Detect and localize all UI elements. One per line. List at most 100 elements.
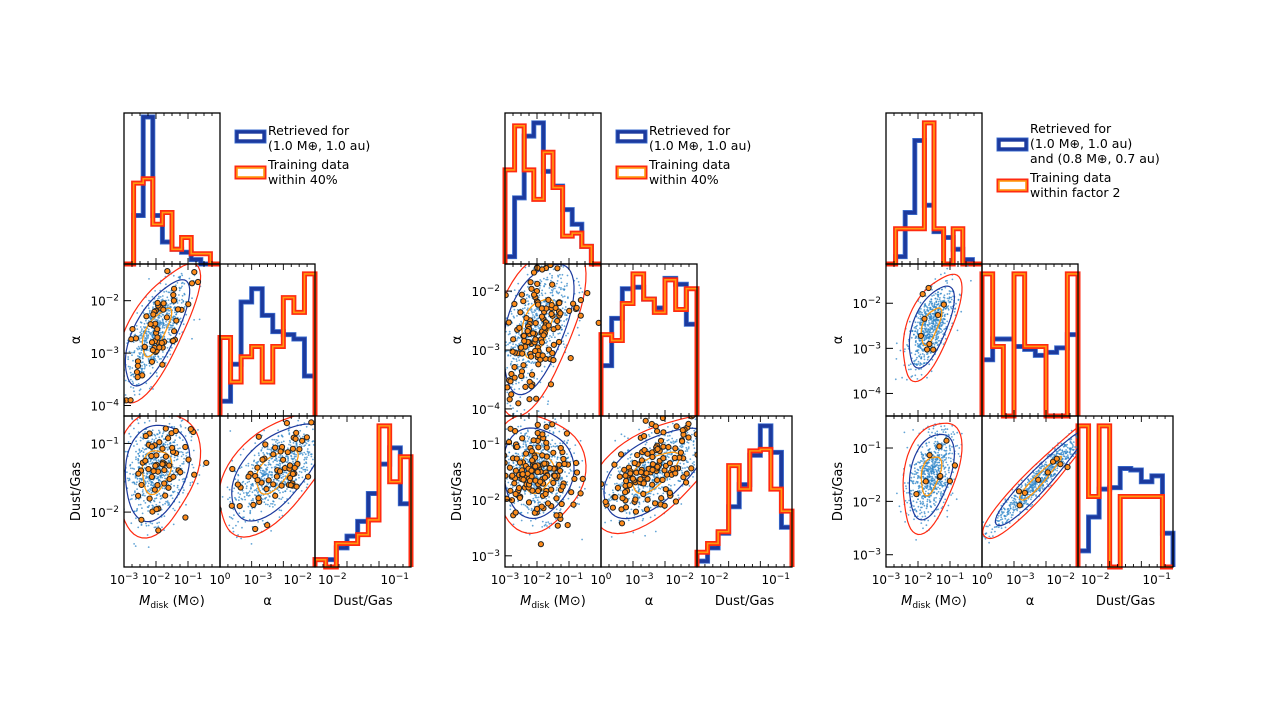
- training-data-point: [550, 479, 557, 486]
- retrieved-sample-point: [248, 480, 251, 483]
- retrieved-sample-point: [608, 498, 610, 501]
- training-data-point: [512, 490, 519, 498]
- retrieved-sample-point: [510, 346, 513, 348]
- retrieved-sample-point: [164, 441, 167, 444]
- retrieved-sample-point: [122, 446, 124, 448]
- retrieved-sample-point: [527, 438, 530, 440]
- training-data-point: [499, 471, 504, 476]
- retrieved-sample-point: [609, 499, 611, 502]
- training-data-point: [161, 467, 168, 474]
- training-data-point: [303, 434, 310, 441]
- retrieved-sample-point: [557, 484, 560, 487]
- retrieved-sample-point: [291, 451, 293, 454]
- retrieved-sample-point: [107, 475, 109, 477]
- retrieved-sample-point: [503, 484, 505, 486]
- retrieved-sample-point: [527, 372, 529, 375]
- retrieved-sample-point: [706, 430, 708, 432]
- retrieved-sample-point: [558, 430, 561, 433]
- retrieved-sample-point: [306, 483, 309, 486]
- retrieved-sample-point: [587, 525, 589, 527]
- retrieved-sample-point: [166, 501, 169, 504]
- retrieved-sample-point: [688, 485, 691, 487]
- retrieved-sample-point: [167, 446, 170, 448]
- retrieved-sample-point: [264, 498, 266, 500]
- legend-training-swatch-inner: [236, 167, 265, 178]
- training-data-point: [162, 425, 169, 432]
- training-data-point: [494, 414, 499, 419]
- retrieved-sample-point: [576, 277, 578, 280]
- training-data-point: [156, 344, 163, 351]
- retrieved-sample-point: [597, 515, 599, 517]
- retrieved-sample-point: [685, 446, 688, 449]
- retrieved-sample-point: [145, 340, 147, 342]
- retrieved-sample-point: [286, 488, 288, 490]
- retrieved-sample-point: [191, 481, 194, 483]
- retrieved-sample-point: [251, 463, 253, 466]
- retrieved-sample-point: [680, 446, 683, 449]
- retrieved-sample-point: [509, 504, 512, 507]
- retrieved-sample-point: [251, 467, 254, 470]
- retrieved-sample-point: [516, 410, 518, 412]
- training-contour-outer: [124, 416, 202, 539]
- retrieved-sample-point: [237, 492, 240, 494]
- training-data-point: [287, 474, 294, 482]
- retrieved-sample-point: [683, 453, 686, 456]
- training-data-point: [499, 431, 504, 436]
- retrieved-sample-point: [136, 488, 139, 490]
- retrieved-sample-point: [135, 456, 137, 458]
- retrieved-sample-point: [517, 336, 519, 339]
- retrieved-sample-point: [181, 274, 184, 277]
- retrieved-sample-point: [554, 336, 556, 339]
- retrieved-sample-point: [549, 339, 551, 342]
- training-data-point: [556, 299, 563, 307]
- retrieved-sample-point: [551, 409, 553, 411]
- retrieved-sample-point: [534, 310, 537, 312]
- retrieved-sample-point: [168, 333, 171, 336]
- retrieved-sample-point: [259, 469, 262, 472]
- retrieved-sample-point: [146, 335, 148, 338]
- retrieved-sample-point: [240, 497, 243, 500]
- retrieved-sample-point: [190, 435, 193, 438]
- retrieved-sample-point: [169, 353, 172, 356]
- training-data-point: [132, 335, 140, 342]
- retrieved-sample-point: [176, 455, 179, 458]
- retrieved-sample-point: [252, 497, 254, 500]
- retrieved-sample-point: [174, 439, 177, 442]
- retrieved-sample-point: [143, 364, 146, 366]
- retrieved-sample-point: [145, 448, 148, 450]
- retrieved-sample-point: [545, 278, 548, 281]
- retrieved-sample-point: [293, 455, 296, 458]
- retrieved-sample-point: [169, 397, 171, 399]
- retrieved-sample-point: [555, 461, 558, 463]
- training-data-point: [276, 468, 284, 475]
- retrieved-sample-point: [501, 296, 503, 298]
- retrieved-sample-point: [282, 440, 285, 443]
- retrieved-sample-point: [267, 483, 270, 485]
- training-data-point: [530, 330, 537, 337]
- retrieved-sample-point: [510, 313, 513, 315]
- retrieved-sample-point: [708, 464, 710, 466]
- retrieved-sample-point: [524, 434, 526, 436]
- y-tick-label: 10−1: [90, 436, 119, 451]
- scatter-panel-content: [124, 264, 202, 416]
- retrieved-sample-point: [555, 489, 558, 492]
- retrieved-sample-point: [537, 307, 539, 310]
- retrieved-sample-point: [561, 324, 563, 327]
- training-data-point: [166, 462, 173, 469]
- retrieved-sample-point: [169, 305, 172, 308]
- training-data-point: [488, 462, 493, 467]
- training-data-point: [511, 364, 518, 371]
- retrieved-sample-point: [579, 287, 582, 290]
- training-data-point: [513, 443, 521, 450]
- retrieved-sample-point: [323, 460, 325, 462]
- retrieved-sample-point: [148, 311, 151, 313]
- retrieved-sample-point: [300, 490, 303, 492]
- training-data-point: [556, 461, 563, 468]
- retrieved-sample-point: [254, 494, 256, 496]
- retrieved-sample-point: [261, 485, 263, 488]
- retrieved-sample-point: [554, 300, 557, 302]
- retrieved-sample-point: [307, 452, 310, 455]
- training-data-point: [539, 452, 546, 459]
- retrieved-sample-point: [147, 485, 149, 487]
- retrieved-sample-point: [691, 433, 693, 436]
